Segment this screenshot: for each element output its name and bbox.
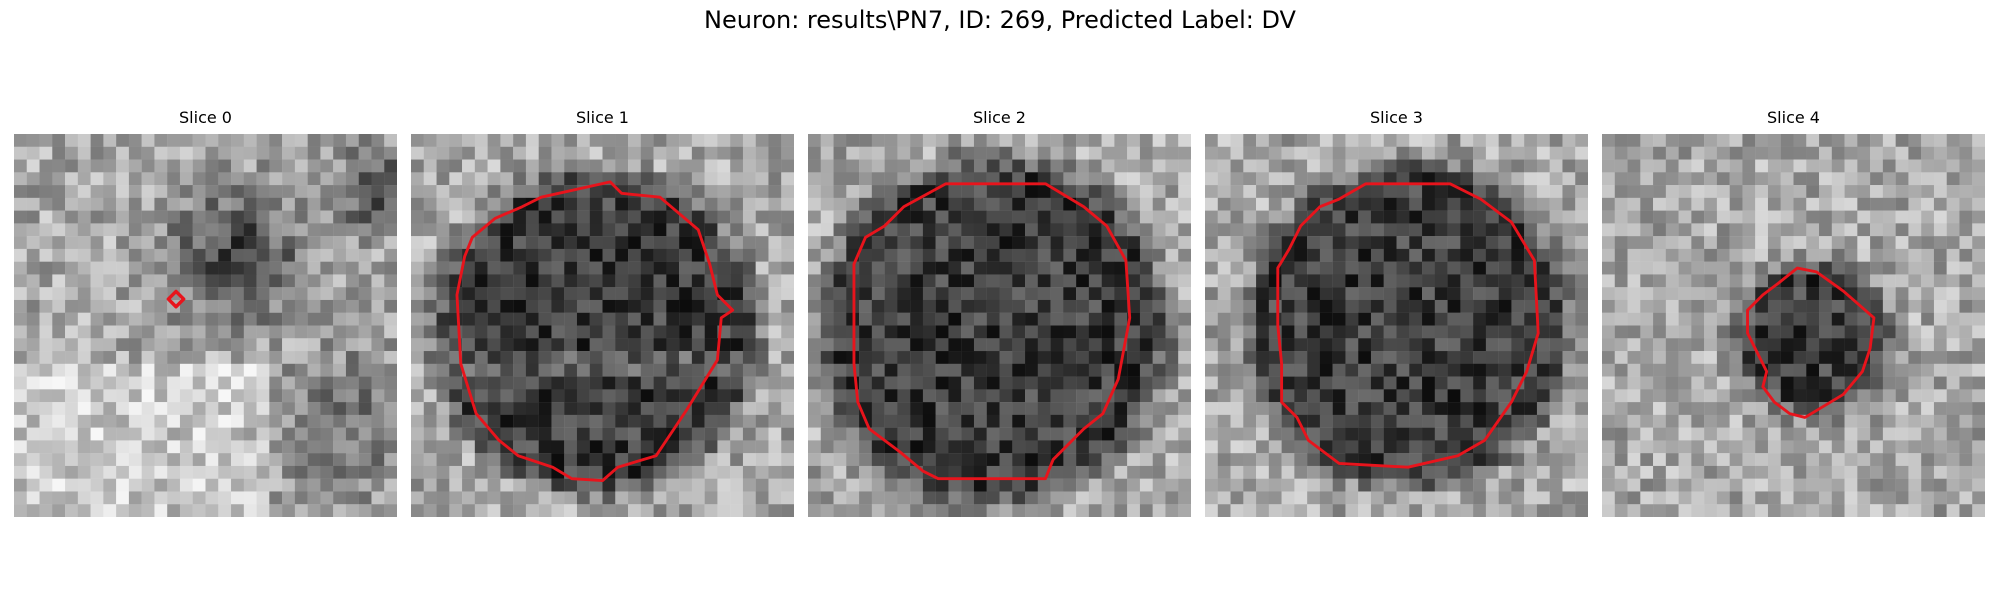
slice-image-3 <box>1205 134 1588 517</box>
slice-image-2 <box>808 134 1191 517</box>
slice-title-4: Slice 4 <box>1767 108 1820 127</box>
segmentation-contour-1 <box>455 180 735 483</box>
slice-image-4 <box>1602 134 1985 517</box>
slice-image-0 <box>14 134 397 517</box>
slice-panel-3: Slice 3 <box>1205 108 1588 522</box>
slice-panel-0: Slice 0 <box>14 108 397 522</box>
segmentation-contour-2 <box>852 182 1132 481</box>
segmentation-contour-0 <box>166 289 186 309</box>
slice-title-1: Slice 1 <box>576 108 629 127</box>
slice-image-1 <box>411 134 794 517</box>
slice-panel-1: Slice 1 <box>411 108 794 522</box>
segmentation-contour-4 <box>1746 266 1876 419</box>
figure-title: Neuron: results\PN7, ID: 269, Predicted … <box>704 6 1296 34</box>
slice-panel-4: Slice 4 <box>1602 108 1985 522</box>
slice-title-3: Slice 3 <box>1370 108 1423 127</box>
slice-title-0: Slice 0 <box>179 108 232 127</box>
slice-title-2: Slice 2 <box>973 108 1026 127</box>
segmentation-contour-3 <box>1276 182 1540 469</box>
slice-panel-2: Slice 2 <box>808 108 1191 522</box>
